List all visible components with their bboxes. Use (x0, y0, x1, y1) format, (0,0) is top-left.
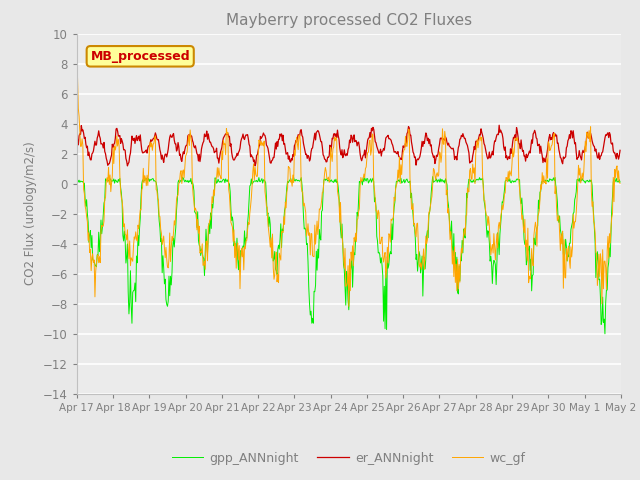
er_ANNnight (223, 132, 230, 137)
gpp_ANNnight (431, 178, 439, 184)
Text: MB_processed: MB_processed (90, 50, 190, 63)
wc_gf (194, 216, 202, 222)
er_ANNnight (495, 122, 503, 128)
wc_gf (83, 214, 90, 220)
Line: gpp_ANNnight: gpp_ANNnight (77, 177, 620, 334)
wc_gf (431, 172, 439, 178)
gpp_ANNnight (139, 177, 147, 183)
wc_gf (73, 53, 81, 59)
gpp_ANNnight (601, 331, 609, 336)
wc_gf (345, 303, 353, 309)
wc_gf (415, 261, 423, 267)
gpp_ANNnight (223, 178, 230, 184)
gpp_ANNnight (194, 209, 202, 215)
gpp_ANNnight (429, 174, 436, 180)
er_ANNnight (616, 147, 624, 153)
gpp_ANNnight (415, 259, 422, 264)
gpp_ANNnight (83, 197, 90, 203)
Line: wc_gf: wc_gf (77, 56, 620, 306)
er_ANNnight (139, 150, 147, 156)
gpp_ANNnight (616, 179, 624, 185)
Legend: gpp_ANNnight, er_ANNnight, wc_gf: gpp_ANNnight, er_ANNnight, wc_gf (167, 447, 531, 469)
wc_gf (223, 126, 230, 132)
er_ANNnight (194, 152, 202, 157)
er_ANNnight (83, 145, 90, 151)
gpp_ANNnight (73, 178, 81, 183)
er_ANNnight (73, 143, 81, 148)
er_ANNnight (415, 156, 423, 161)
Line: er_ANNnight: er_ANNnight (77, 125, 620, 166)
Y-axis label: CO2 Flux (urology/m2/s): CO2 Flux (urology/m2/s) (24, 142, 37, 286)
Title: Mayberry processed CO2 Fluxes: Mayberry processed CO2 Fluxes (226, 13, 472, 28)
er_ANNnight (431, 161, 439, 167)
er_ANNnight (252, 163, 259, 169)
wc_gf (139, 185, 147, 191)
wc_gf (616, 180, 624, 186)
